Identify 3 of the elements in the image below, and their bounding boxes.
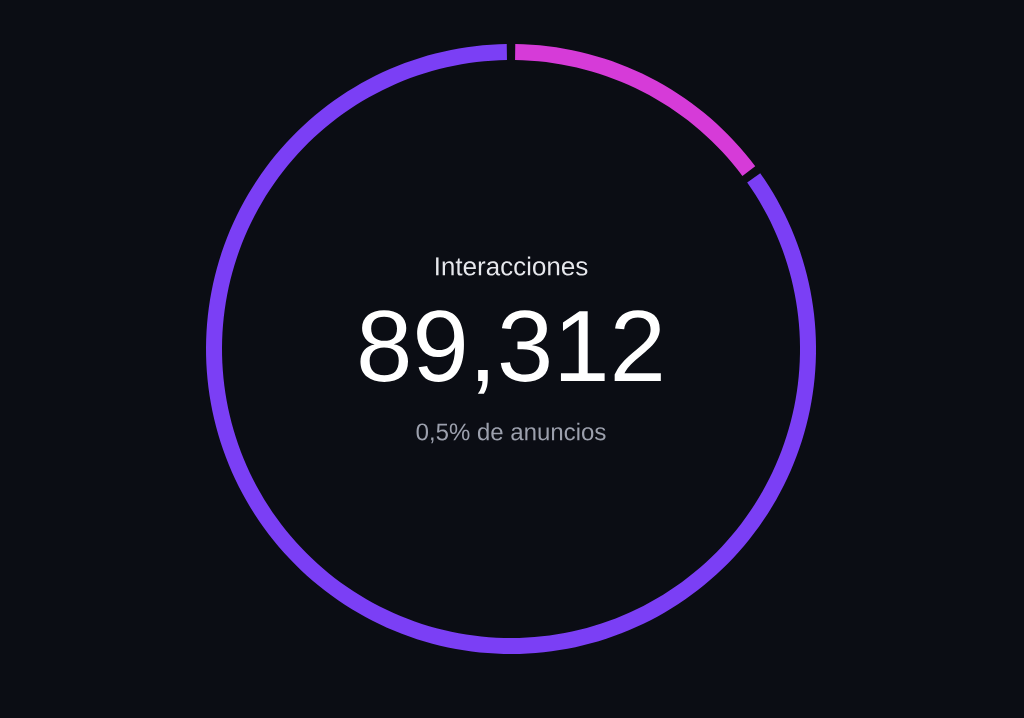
text: 89,312 <box>360 310 661 394</box>
text: 0,5% de anuncios <box>416 422 606 444</box>
text: Interacciones <box>436 256 588 276</box>
